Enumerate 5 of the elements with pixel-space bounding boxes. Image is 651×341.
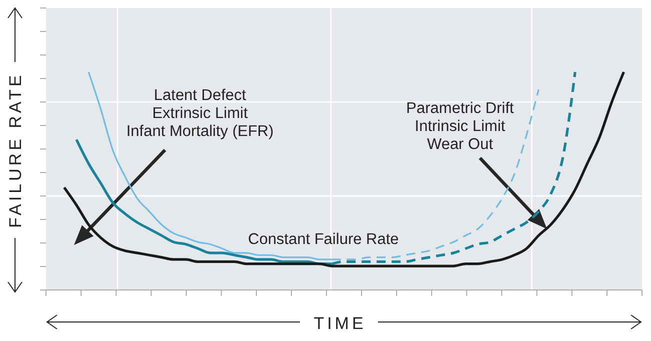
y-axis-title: FAILURE RATE [6,72,25,228]
annotation: Constant Failure Rate [248,231,399,248]
annotation: Latent Defect Extrinsic Limit Infant Mortality (EFR) [126,87,274,140]
x-axis-title: TIME [314,314,366,333]
annotation: Parametric Drift Intrinsic Limit Wear Out [406,100,515,153]
